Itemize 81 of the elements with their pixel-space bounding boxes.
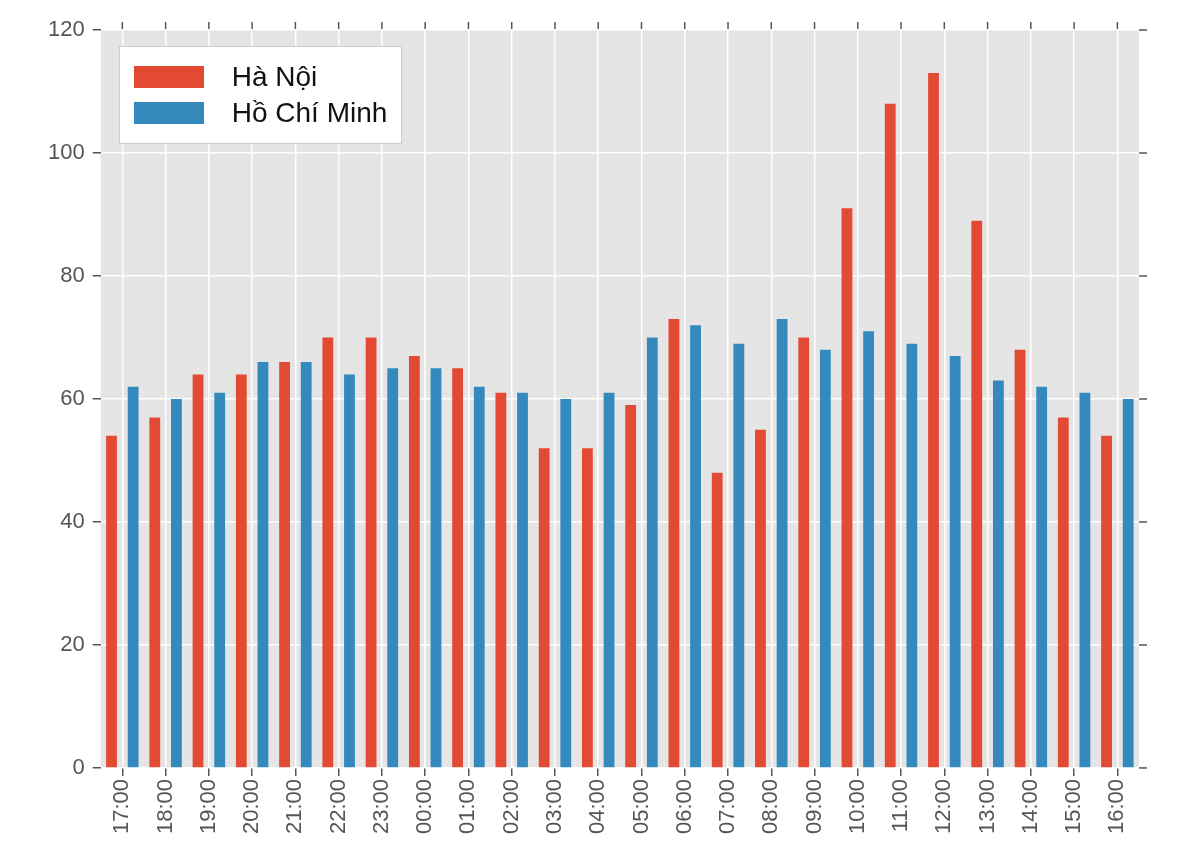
bar bbox=[1101, 435, 1112, 768]
x-tick-label: 00:00 bbox=[411, 778, 437, 835]
bar bbox=[1122, 398, 1134, 768]
bar bbox=[582, 448, 593, 768]
x-tick-label: 01:00 bbox=[454, 778, 480, 835]
y-tick-label: 20 bbox=[60, 631, 85, 657]
x-tick-label: 08:00 bbox=[757, 778, 783, 835]
bar bbox=[192, 374, 204, 768]
bar bbox=[755, 429, 766, 768]
bar bbox=[841, 208, 853, 768]
bar bbox=[733, 343, 745, 768]
y-tick-label: 60 bbox=[60, 385, 85, 411]
bar bbox=[603, 392, 615, 768]
bar bbox=[992, 380, 1004, 768]
x-tick-label: 03:00 bbox=[541, 778, 567, 835]
bar bbox=[430, 368, 442, 768]
x-tick-label: 16:00 bbox=[1103, 778, 1129, 835]
bar bbox=[1014, 349, 1026, 768]
x-tick-label: 09:00 bbox=[800, 778, 826, 835]
bar bbox=[279, 362, 290, 768]
x-tick-label: 12:00 bbox=[930, 778, 956, 835]
bar bbox=[776, 319, 788, 768]
bar bbox=[625, 405, 637, 768]
bar bbox=[344, 374, 355, 768]
x-tick-label: 04:00 bbox=[584, 778, 610, 835]
legend-label: Hồ Chí Minh bbox=[231, 97, 388, 129]
bar bbox=[928, 73, 939, 768]
bar bbox=[538, 448, 550, 768]
bar bbox=[1057, 417, 1069, 768]
bar bbox=[387, 368, 399, 768]
bar bbox=[971, 220, 983, 768]
bar bbox=[365, 337, 377, 768]
x-tick-label: 11:00 bbox=[887, 778, 913, 833]
x-tick-label: 14:00 bbox=[1016, 778, 1042, 835]
x-tick-label: 19:00 bbox=[194, 778, 220, 835]
x-tick-label: 05:00 bbox=[627, 778, 653, 835]
bar bbox=[235, 374, 247, 768]
bar bbox=[473, 386, 485, 768]
bar bbox=[560, 398, 572, 768]
bar bbox=[906, 343, 918, 768]
y-tick-label: 80 bbox=[60, 262, 85, 288]
bar bbox=[884, 103, 896, 768]
bar bbox=[711, 472, 723, 768]
bar bbox=[668, 319, 680, 768]
bar bbox=[322, 337, 334, 768]
bar bbox=[798, 337, 810, 768]
bar bbox=[949, 355, 961, 768]
x-tick-label: 17:00 bbox=[108, 778, 134, 835]
bar bbox=[690, 325, 701, 768]
bar bbox=[495, 392, 507, 768]
bar bbox=[257, 362, 269, 768]
x-tick-label: 23:00 bbox=[367, 778, 393, 835]
x-tick-label: 06:00 bbox=[670, 778, 696, 835]
y-tick-label: 0 bbox=[72, 754, 85, 780]
x-tick-label: 21:00 bbox=[281, 778, 307, 835]
bar bbox=[517, 392, 528, 768]
bar bbox=[171, 398, 182, 768]
bar bbox=[408, 355, 420, 768]
bar bbox=[863, 331, 875, 768]
x-tick-label: 15:00 bbox=[1060, 778, 1086, 835]
bar bbox=[300, 362, 312, 768]
x-tick-label: 22:00 bbox=[324, 778, 350, 835]
bar bbox=[214, 392, 226, 768]
x-tick-label: 02:00 bbox=[497, 778, 523, 835]
bar bbox=[452, 368, 464, 768]
y-tick-label: 100 bbox=[47, 139, 85, 165]
bar bbox=[106, 435, 117, 768]
bar bbox=[1036, 386, 1048, 768]
x-tick-label: 13:00 bbox=[973, 778, 999, 835]
bar bbox=[646, 337, 658, 768]
x-tick-label: 18:00 bbox=[151, 778, 177, 835]
bar bbox=[149, 417, 161, 768]
bar bbox=[127, 386, 139, 768]
legend-label: Hà Nội bbox=[231, 61, 318, 93]
y-tick-label: 120 bbox=[47, 16, 85, 42]
bar bbox=[819, 349, 831, 768]
x-tick-label: 07:00 bbox=[714, 778, 740, 835]
x-tick-label: 10:00 bbox=[843, 778, 869, 835]
x-tick-label: 20:00 bbox=[238, 778, 264, 835]
y-tick-label: 40 bbox=[60, 508, 85, 534]
bar bbox=[1079, 392, 1091, 768]
